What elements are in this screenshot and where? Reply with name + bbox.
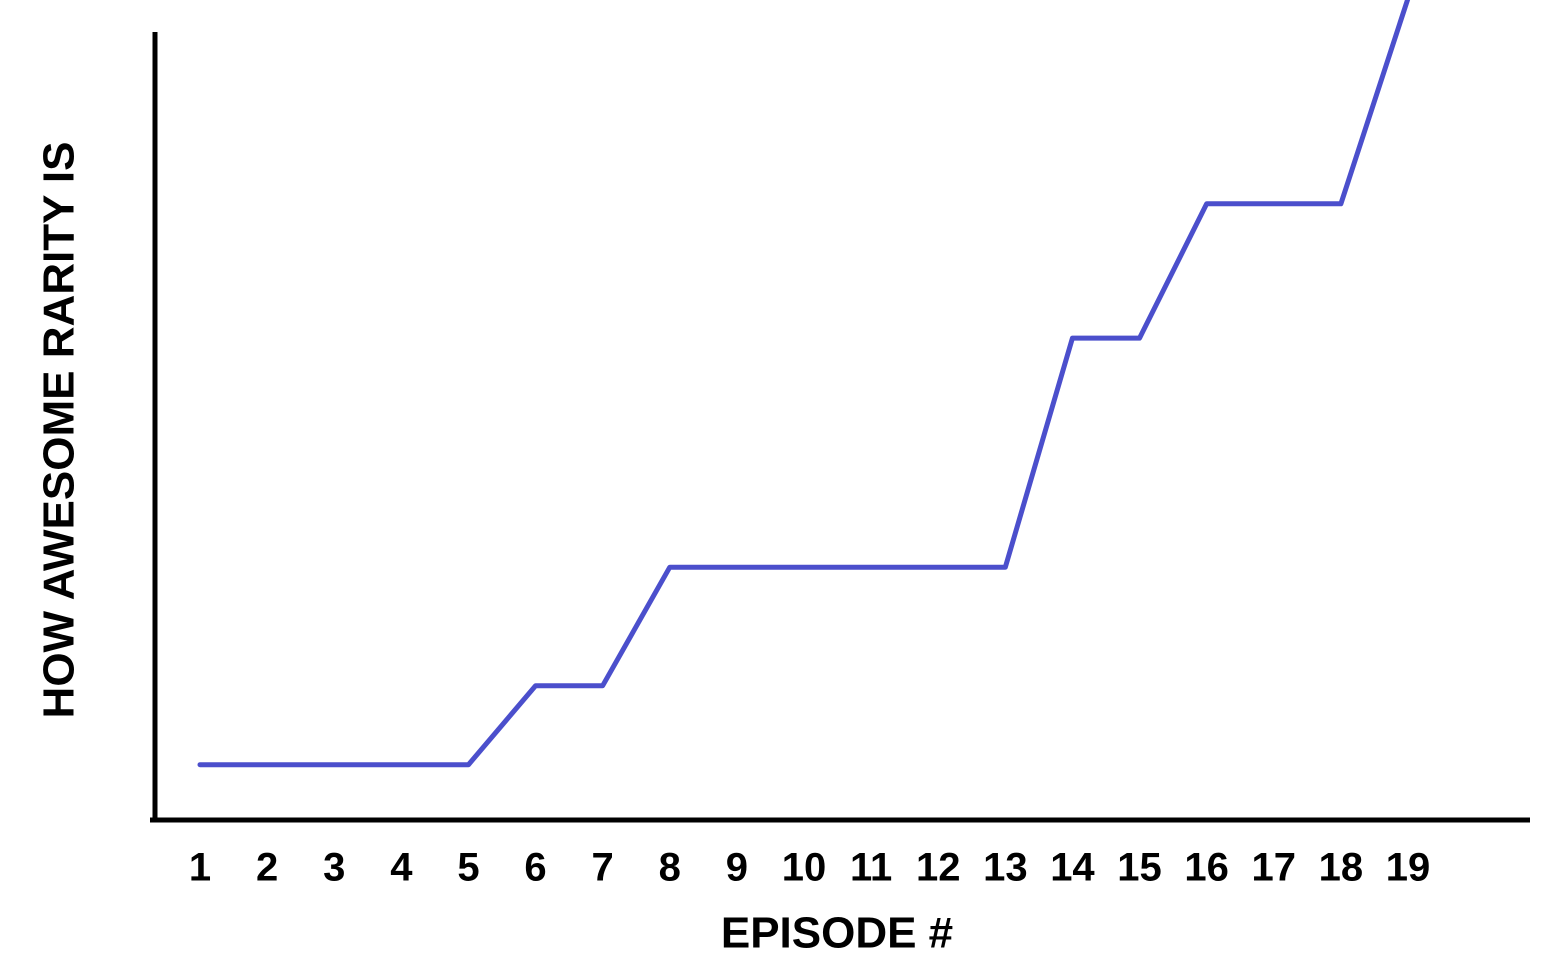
data-line xyxy=(197,0,1411,768)
x-tick-label: 10 xyxy=(782,846,827,890)
x-tick-label: 14 xyxy=(1050,846,1095,890)
x-tick-label: 12 xyxy=(916,846,961,890)
x-tick-label: 1 xyxy=(189,846,211,890)
x-tick-label: 7 xyxy=(592,846,614,890)
x-tick-label: 17 xyxy=(1252,846,1297,890)
x-tick-label: 18 xyxy=(1319,846,1364,890)
x-tick-label: 3 xyxy=(323,846,345,890)
x-tick-label: 11 xyxy=(850,846,892,890)
x-tick-label: 8 xyxy=(659,846,681,890)
x-tick-label: 5 xyxy=(457,846,479,890)
x-tick-label: 6 xyxy=(524,846,546,890)
x-tick-label: 16 xyxy=(1184,846,1229,890)
x-tick-label: 2 xyxy=(256,846,278,890)
x-tick-label: 15 xyxy=(1117,846,1162,890)
x-tick-label: 9 xyxy=(726,846,748,890)
x-tick-label: 13 xyxy=(983,846,1028,890)
y-axis-title: HOW AWESOME RARITY IS xyxy=(35,142,84,719)
x-axis-title: EPISODE # xyxy=(721,909,953,958)
x-tick-label: 4 xyxy=(390,846,413,890)
x-tick-label: 19 xyxy=(1386,846,1431,890)
